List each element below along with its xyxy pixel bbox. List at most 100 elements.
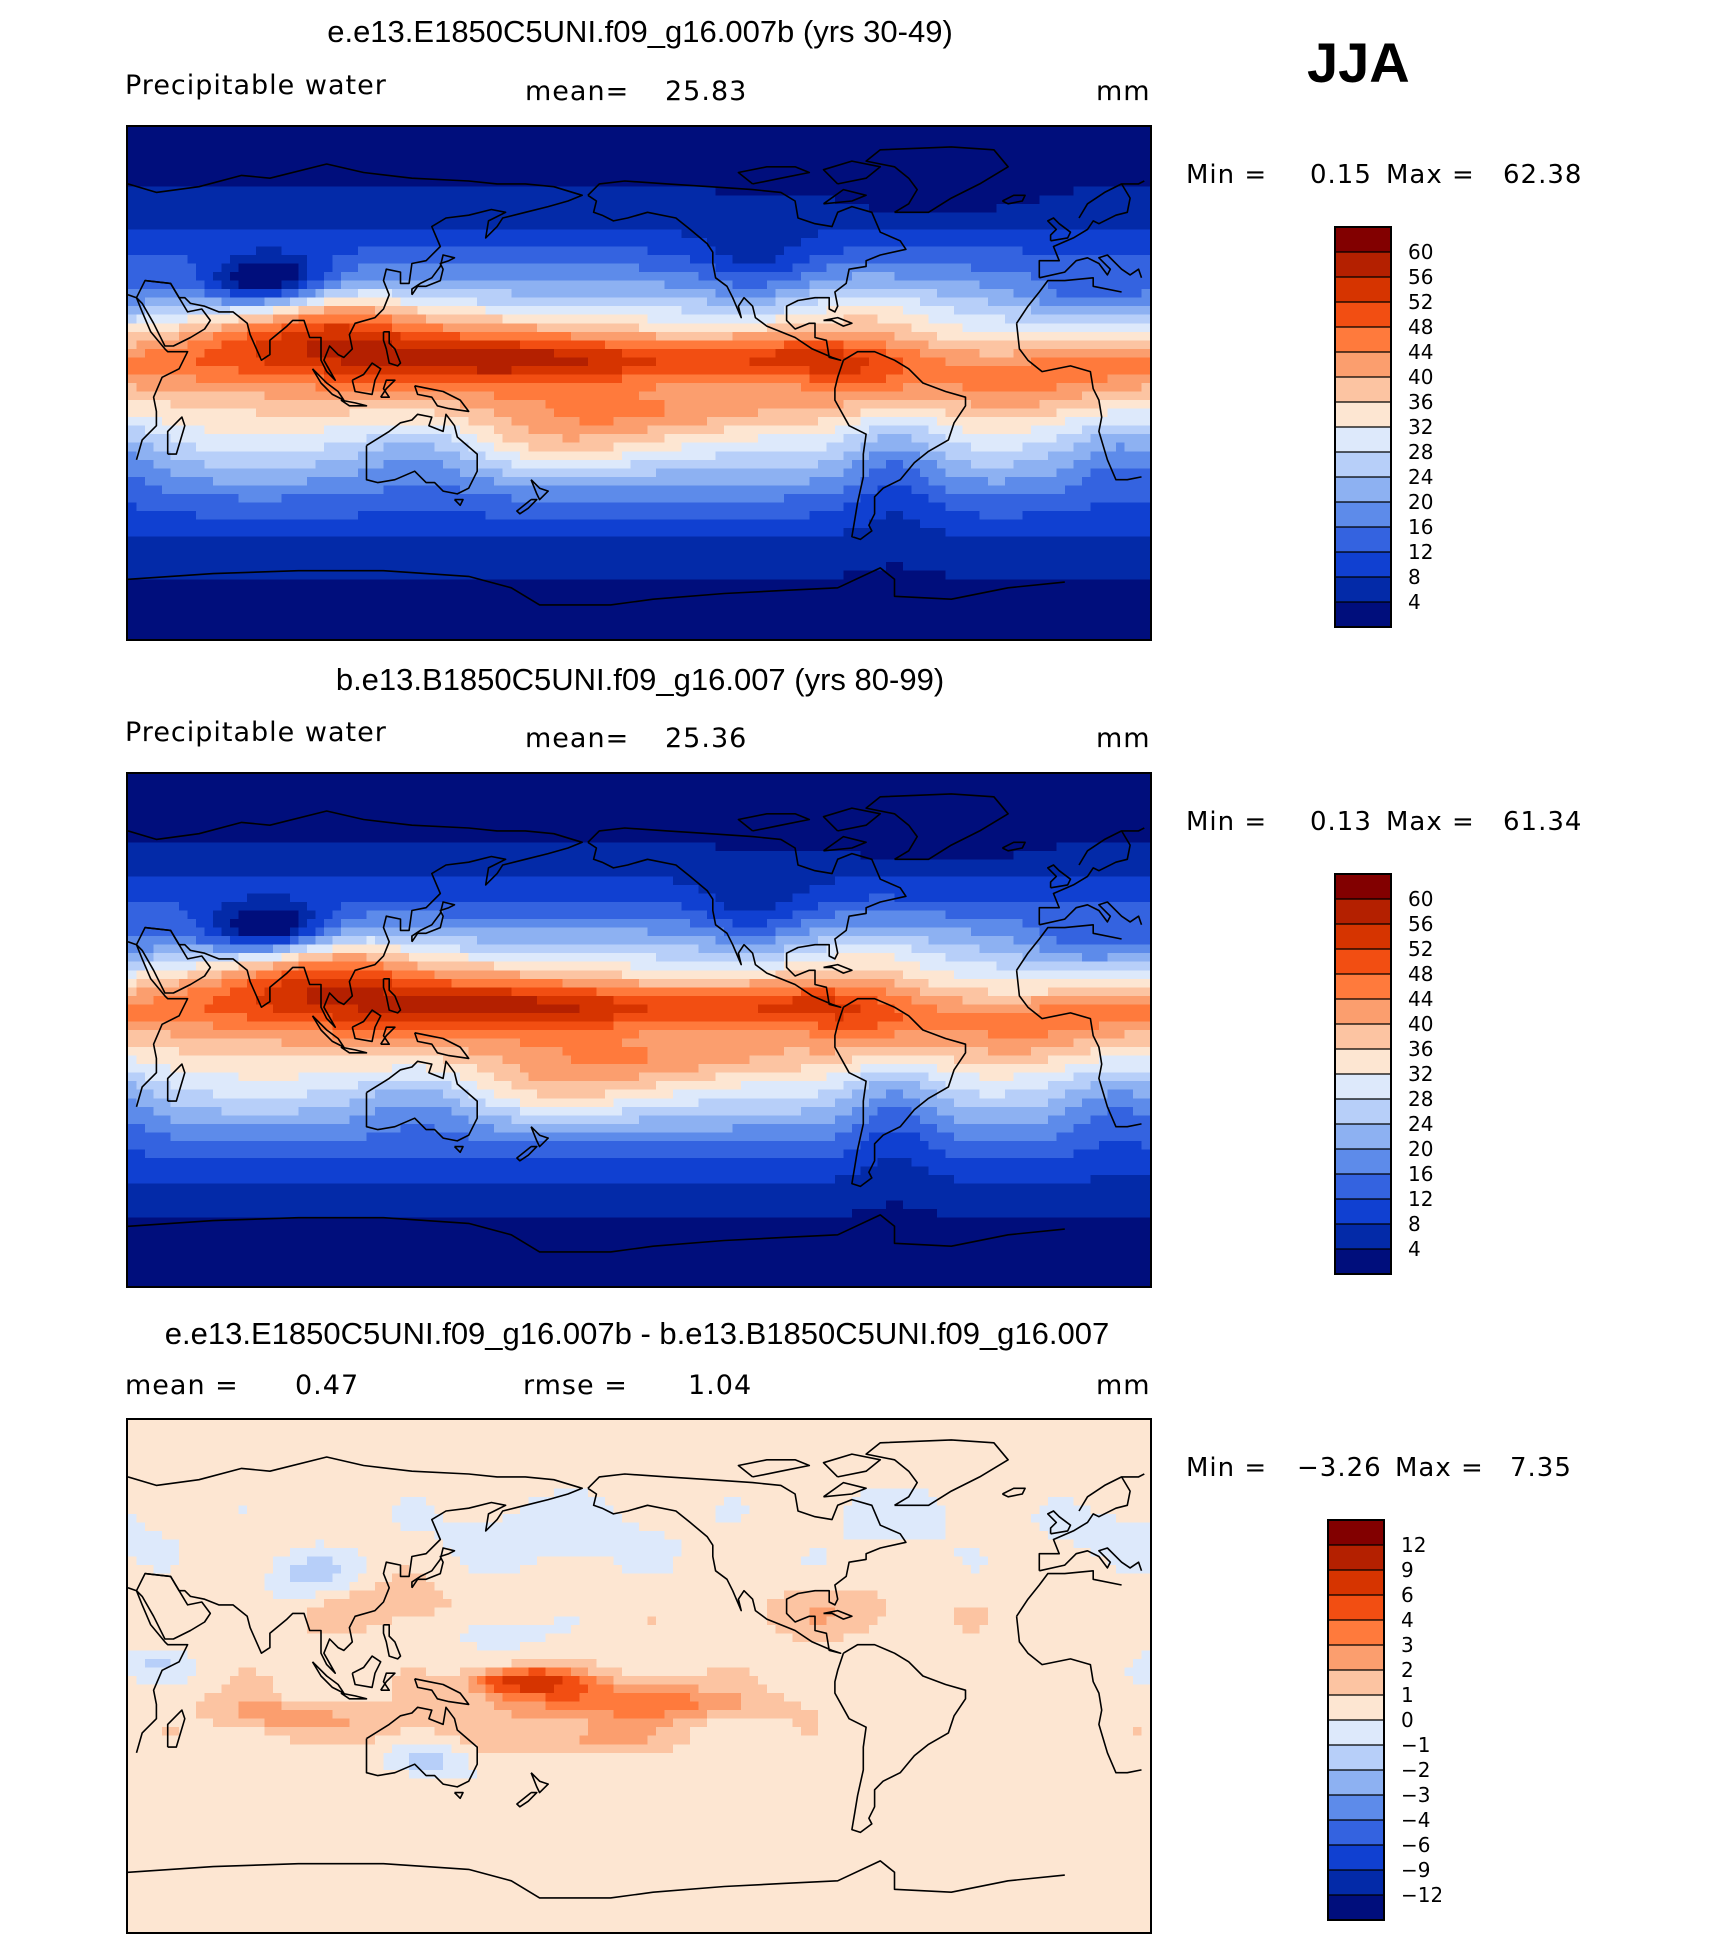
panel-3-colorbar: 12 9 6 4 3 2 1 0 −1 −2 −3 −4 −6 −9 −12 bbox=[1326, 1518, 1441, 1924]
colorbar-tick-label: −4 bbox=[1401, 1808, 1430, 1832]
coastline bbox=[1078, 180, 1145, 219]
colorbar-tick-label: 16 bbox=[1408, 515, 1433, 539]
colorbar-tick-label: 20 bbox=[1408, 490, 1433, 514]
colorbar-tick-label: 4 bbox=[1401, 1608, 1414, 1632]
panel-3-max-label: Max = bbox=[1395, 1453, 1484, 1483]
colorbar-swatch bbox=[1328, 1745, 1384, 1771]
colorbar-tick-label: 12 bbox=[1408, 1187, 1433, 1211]
coastline bbox=[128, 277, 1142, 481]
colorbar-swatch bbox=[1335, 899, 1391, 925]
panel-2-units: mm bbox=[1096, 723, 1151, 754]
colorbar-swatch bbox=[1335, 427, 1391, 453]
coastline bbox=[128, 567, 1065, 606]
colorbar-tick-label: 28 bbox=[1408, 1087, 1433, 1111]
panel-2-colorbar: 60 56 52 48 44 40 36 32 28 24 20 16 12 8 4 bbox=[1333, 872, 1443, 1278]
colorbar-tick-label: 20 bbox=[1408, 1137, 1433, 1161]
coastline bbox=[340, 1692, 368, 1700]
coastline bbox=[411, 1547, 456, 1589]
colorbar-swatch bbox=[1335, 874, 1391, 900]
panel-2-min-label: Min = bbox=[1186, 807, 1267, 837]
coastline bbox=[1078, 827, 1145, 866]
coastline bbox=[351, 1655, 382, 1689]
coastline bbox=[822, 807, 882, 832]
panel-2-map-canvas bbox=[128, 774, 1150, 1286]
coastline bbox=[1002, 841, 1026, 852]
coastline bbox=[516, 498, 538, 515]
colorbar-tick-label: 28 bbox=[1408, 440, 1433, 464]
coastline bbox=[128, 1214, 1065, 1253]
panel-2-max-value: 61.34 bbox=[1503, 807, 1582, 837]
coastline-layer bbox=[128, 793, 1145, 1253]
panel-3-rmse-label: rmse = bbox=[523, 1370, 628, 1401]
coastline bbox=[413, 1032, 470, 1060]
colorbar-tick-label: 40 bbox=[1408, 1012, 1433, 1036]
panel-3-map-canvas bbox=[128, 1420, 1150, 1932]
field-layer bbox=[128, 774, 1150, 1286]
colorbar-frame bbox=[1334, 873, 1392, 1275]
coastline bbox=[413, 1678, 470, 1706]
panel-1-max-label: Max = bbox=[1386, 160, 1475, 190]
colorbar-tick-label: 4 bbox=[1408, 590, 1421, 614]
colorbar-tick-label: −2 bbox=[1401, 1758, 1430, 1782]
panel-1-mean-label: mean= bbox=[525, 76, 629, 107]
coastline bbox=[128, 924, 1142, 1128]
colorbar-swatch bbox=[1328, 1895, 1384, 1921]
colorbar-tick-label: −12 bbox=[1401, 1883, 1441, 1907]
panel-3-title: e.e13.E1850C5UNI.f09_g16.007b - b.e13.B1… bbox=[165, 1316, 1110, 1352]
colorbar-swatch bbox=[1335, 1199, 1391, 1225]
coastline bbox=[865, 1439, 1009, 1507]
colorbar-swatch bbox=[1335, 352, 1391, 378]
coastline bbox=[834, 350, 967, 541]
coastline bbox=[166, 416, 186, 455]
coastline-layer bbox=[128, 1439, 1145, 1899]
coastline bbox=[365, 1706, 478, 1788]
coastline bbox=[823, 1609, 853, 1620]
colorbar-swatch bbox=[1328, 1820, 1384, 1846]
panel-1-colorbar: 60 56 52 48 44 40 36 32 28 24 20 16 12 8 4 bbox=[1333, 225, 1443, 631]
colorbar-swatch bbox=[1335, 327, 1391, 353]
colorbar-tick-label: 3 bbox=[1401, 1633, 1414, 1657]
coastline bbox=[166, 1709, 186, 1748]
coastline bbox=[365, 1060, 478, 1142]
colorbar-swatch bbox=[1335, 1174, 1391, 1200]
colorbar-tick-label: 32 bbox=[1408, 1062, 1433, 1086]
coastline bbox=[453, 498, 464, 507]
colorbar-tick-label: 36 bbox=[1408, 1037, 1433, 1061]
colorbar-swatch bbox=[1335, 452, 1391, 478]
coastline bbox=[413, 385, 470, 413]
colorbar-swatch bbox=[1335, 252, 1391, 278]
colorbar-tick-label: 2 bbox=[1401, 1658, 1414, 1682]
coastline bbox=[1002, 1487, 1026, 1498]
colorbar-swatch bbox=[1328, 1845, 1384, 1871]
field-layer bbox=[128, 127, 1150, 639]
coastline bbox=[737, 813, 811, 832]
colorbar-tick-label: 40 bbox=[1408, 365, 1433, 389]
coastline bbox=[380, 1672, 396, 1691]
season-label: JJA bbox=[1307, 30, 1410, 95]
coastline bbox=[530, 479, 549, 501]
panel-1-units: mm bbox=[1096, 76, 1151, 107]
coastline bbox=[340, 1046, 368, 1054]
colorbar-tick-label: 56 bbox=[1408, 265, 1433, 289]
coastline bbox=[382, 1624, 402, 1660]
colorbar-swatch bbox=[1335, 377, 1391, 403]
colorbar-swatch bbox=[1335, 577, 1391, 603]
panel-3-min-value: −3.26 bbox=[1297, 1453, 1382, 1483]
colorbar-tick-label: 48 bbox=[1408, 315, 1433, 339]
coastline bbox=[822, 1453, 882, 1478]
coastline bbox=[128, 1860, 1065, 1899]
colorbar-tick-label: 44 bbox=[1408, 340, 1433, 364]
colorbar-swatch bbox=[1335, 502, 1391, 528]
colorbar-tick-label: −9 bbox=[1401, 1858, 1430, 1882]
colorbar-tick-label: −1 bbox=[1401, 1733, 1430, 1757]
colorbar-swatch bbox=[1328, 1570, 1384, 1596]
panel-1-variable: Precipitable water bbox=[125, 70, 387, 101]
panel-1-map bbox=[126, 125, 1152, 641]
coastline bbox=[737, 166, 811, 185]
colorbar-swatch bbox=[1335, 1124, 1391, 1150]
coastline bbox=[380, 379, 396, 398]
coastline bbox=[382, 978, 402, 1014]
colorbar-swatch bbox=[1328, 1595, 1384, 1621]
